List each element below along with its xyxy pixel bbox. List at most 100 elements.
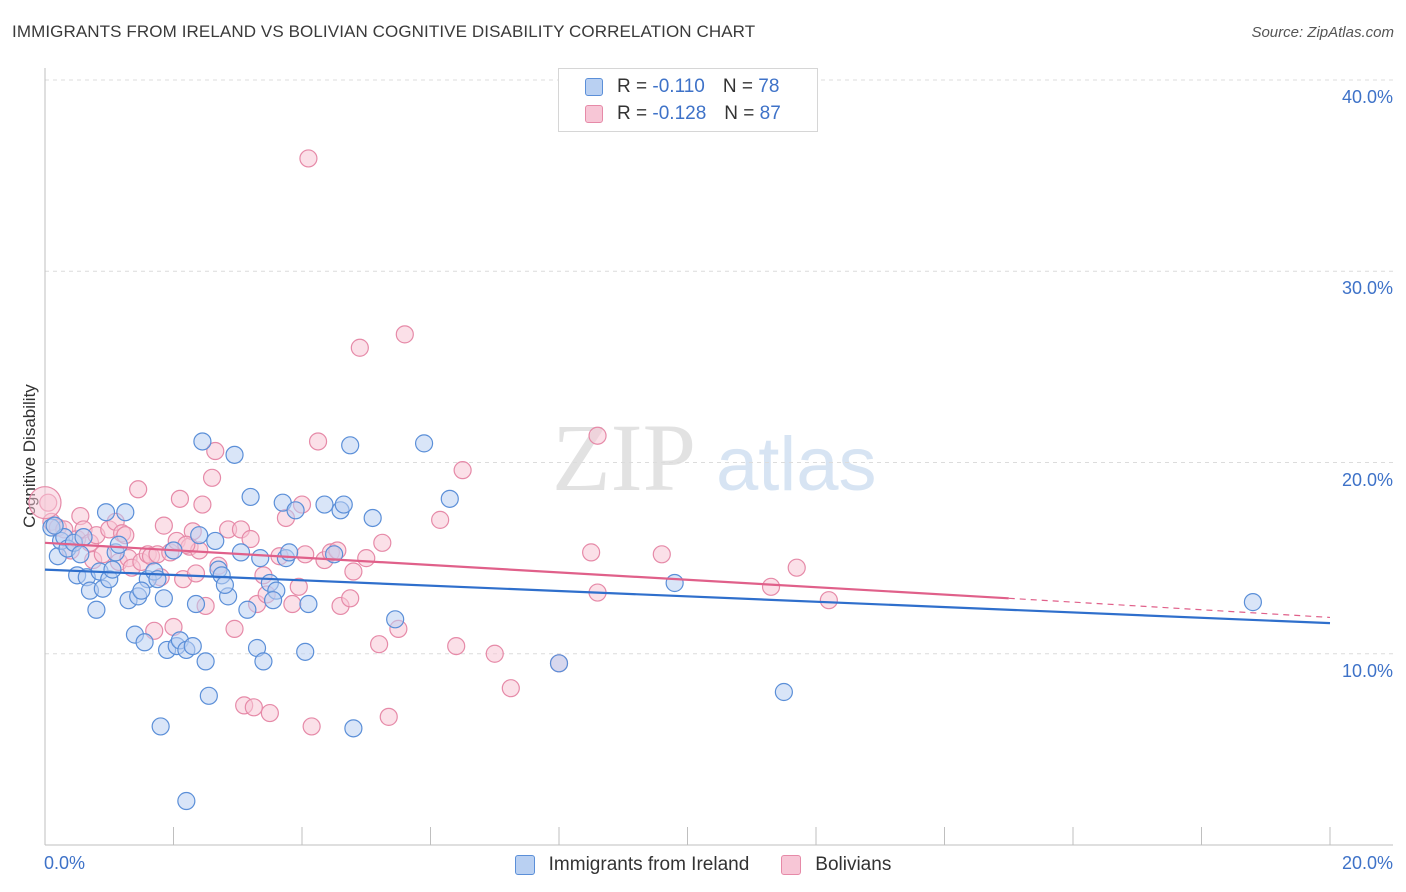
axes xyxy=(44,68,1393,846)
bolivians-point xyxy=(344,562,363,581)
bolivians-point xyxy=(193,495,212,514)
chart-title: IMMIGRANTS FROM IRELAND VS BOLIVIAN COGN… xyxy=(12,22,756,41)
y-tick-label: 20.0% xyxy=(1342,470,1393,490)
bolivians-point xyxy=(379,707,398,726)
legend-n-value: 78 xyxy=(758,76,780,97)
ireland-point xyxy=(241,487,260,507)
series-ireland-points xyxy=(42,432,1263,811)
legend-label-bolivians: Bolivians xyxy=(815,854,892,875)
legend-r-value: -0.128 xyxy=(652,103,707,124)
bolivians-point xyxy=(431,510,450,529)
ireland-point xyxy=(251,549,270,568)
bolivians-point xyxy=(283,594,302,614)
bolivians-point xyxy=(582,543,601,562)
ireland-point xyxy=(334,495,353,514)
legend-swatch-bolivians xyxy=(585,105,603,123)
ireland-point xyxy=(286,501,305,520)
y-tick-label: 10.0% xyxy=(1342,661,1393,681)
bolivians-point xyxy=(206,441,225,461)
ireland-point xyxy=(299,594,318,614)
bolivians-point xyxy=(588,426,607,445)
bolivians-point xyxy=(308,432,328,451)
bolivians-point xyxy=(370,635,389,654)
legend-n-value: 87 xyxy=(759,103,781,124)
ireland-point xyxy=(215,575,234,595)
ireland-point xyxy=(183,636,202,656)
legend-r-label: R = xyxy=(617,103,648,124)
x-tick-label: 0.0% xyxy=(44,853,85,873)
ireland-point xyxy=(344,719,363,738)
ireland-point xyxy=(151,717,170,736)
bolivians-point xyxy=(260,703,279,723)
bolivians-point xyxy=(170,489,190,508)
bolivians-trend-extension xyxy=(1008,597,1331,619)
ireland-point xyxy=(263,591,283,610)
ireland-point xyxy=(109,535,128,554)
bolivians-point xyxy=(341,589,360,608)
legend-r-label: R = xyxy=(617,76,648,97)
ireland-point xyxy=(363,508,382,528)
legend-row-ireland: R = -0.110 N = 78 xyxy=(585,75,779,99)
trend-lines xyxy=(44,541,1331,625)
bolivians-point xyxy=(819,591,838,610)
y-tick-label: 30.0% xyxy=(1342,278,1393,298)
ireland-point xyxy=(177,791,196,811)
ireland-point xyxy=(135,633,154,652)
watermark: ZIP atlas xyxy=(552,404,877,511)
series-legend: Immigrants from Ireland Bolivians xyxy=(0,852,1406,878)
bolivians-point xyxy=(453,461,472,480)
gridlines xyxy=(45,79,1393,655)
bolivians-point xyxy=(302,717,321,736)
legend-swatch-bolivians xyxy=(781,855,802,875)
ireland-point xyxy=(1243,593,1263,612)
source-label: Source: ZipAtlas.com xyxy=(1251,24,1394,41)
bolivians-point xyxy=(373,533,392,552)
bolivians-point xyxy=(761,577,781,596)
ireland-point xyxy=(414,434,434,453)
ireland-point xyxy=(71,545,90,564)
ireland-point xyxy=(296,642,315,661)
ireland-point xyxy=(132,581,151,600)
bolivians-point xyxy=(154,516,173,535)
ireland-point xyxy=(315,495,334,514)
bolivians-point xyxy=(241,529,260,549)
legend-item-bolivians[interactable]: Bolivians xyxy=(781,854,891,876)
ireland-point xyxy=(341,436,360,455)
bolivians-point xyxy=(357,549,376,568)
bolivians-point xyxy=(652,545,671,564)
bolivians-point xyxy=(447,636,466,656)
legend-item-ireland[interactable]: Immigrants from Ireland xyxy=(514,854,750,876)
bolivians-point xyxy=(787,558,806,577)
ireland-point xyxy=(231,543,251,562)
y-tick-label: 40.0% xyxy=(1342,87,1393,107)
ireland-point xyxy=(186,594,206,614)
ireland-trend-line xyxy=(44,568,1331,625)
bolivians-point xyxy=(129,480,148,499)
ireland-point xyxy=(774,682,793,702)
bolivians-point xyxy=(289,577,308,596)
ireland-point xyxy=(206,531,225,551)
bolivians-point xyxy=(485,644,504,663)
bolivians-point xyxy=(299,149,318,168)
bolivians-point xyxy=(501,679,520,698)
x-tick-label: 20.0% xyxy=(1342,853,1393,873)
legend-label-ireland: Immigrants from Ireland xyxy=(548,854,750,875)
bolivians-point xyxy=(186,564,206,583)
ireland-point xyxy=(87,600,106,619)
bolivians-point xyxy=(244,698,263,717)
bolivians-point xyxy=(395,325,414,344)
tick-labels: 10.0% 20.0% 30.0% 40.0% 0.0% 20.0% xyxy=(44,87,1393,873)
bolivians-point xyxy=(296,545,315,564)
ireland-point xyxy=(193,432,212,451)
bolivians-point xyxy=(28,486,62,520)
ireland-point xyxy=(549,654,569,673)
ireland-point xyxy=(665,573,684,593)
legend-swatch-ireland xyxy=(585,78,603,96)
ireland-point xyxy=(116,503,135,522)
legend-n-label: N = xyxy=(724,103,755,124)
ireland-point xyxy=(254,652,273,671)
ireland-point xyxy=(103,560,122,579)
ireland-point xyxy=(96,503,116,522)
legend-swatch-ireland xyxy=(514,855,535,875)
